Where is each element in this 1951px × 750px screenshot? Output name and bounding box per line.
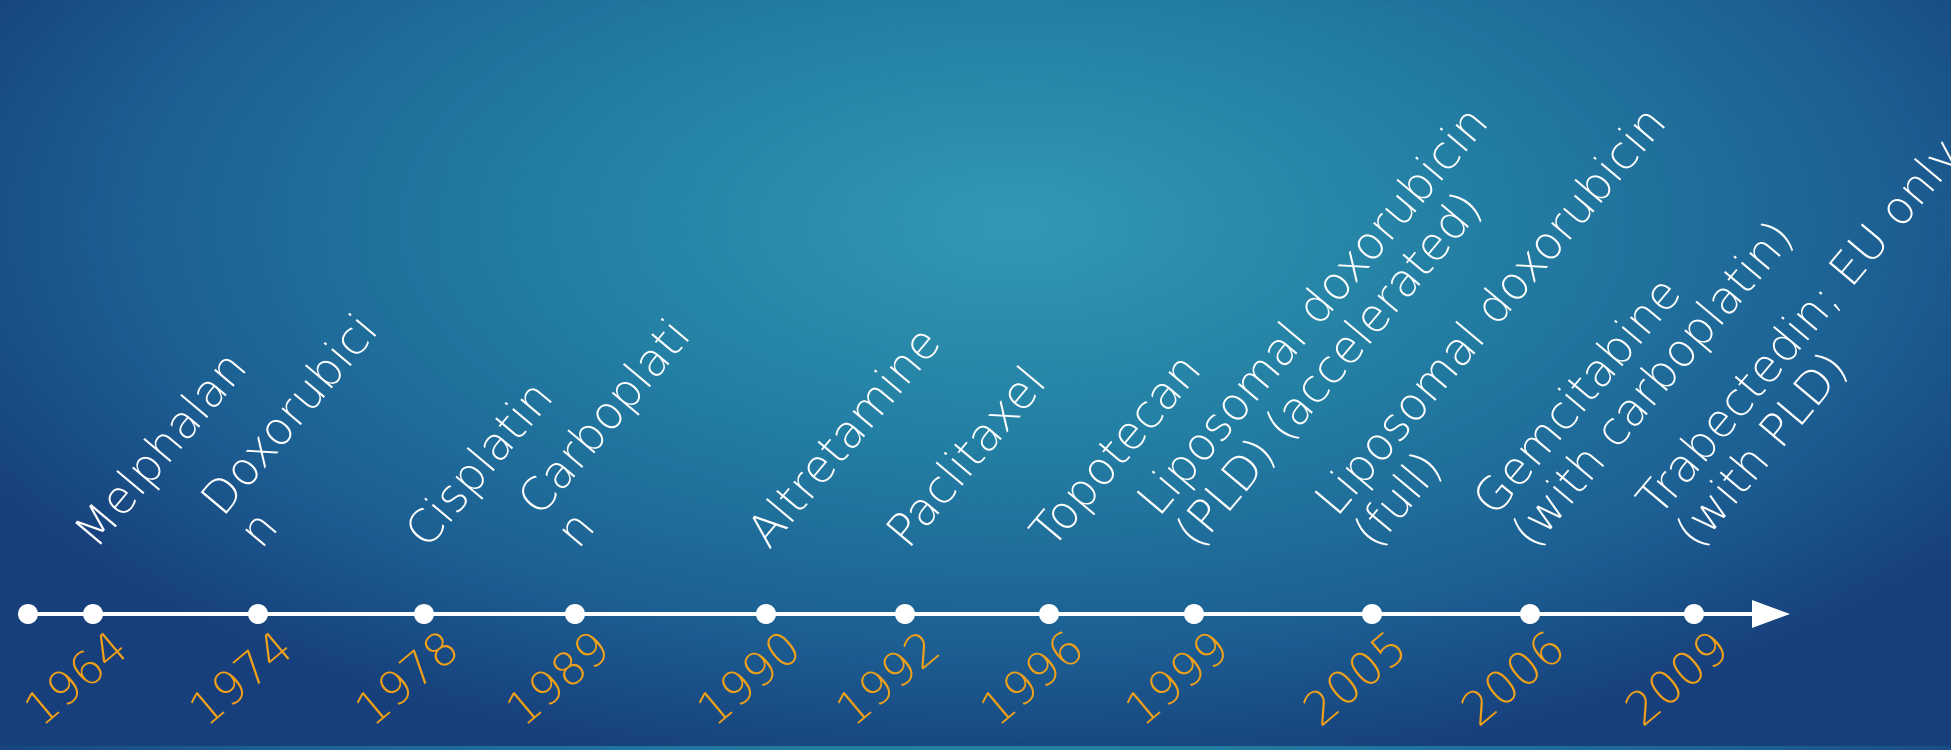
timeline-marker — [1184, 604, 1204, 624]
timeline-start-dot — [18, 604, 38, 624]
timeline-arrowhead — [1752, 600, 1790, 628]
timeline-marker — [565, 604, 585, 624]
timeline-marker — [414, 604, 434, 624]
timeline-marker — [83, 604, 103, 624]
timeline-marker — [248, 604, 268, 624]
timeline-marker — [1684, 604, 1704, 624]
timeline-marker — [756, 604, 776, 624]
timeline-marker — [1520, 604, 1540, 624]
timeline-marker — [1362, 604, 1382, 624]
timeline-marker — [1039, 604, 1059, 624]
timeline-marker — [895, 604, 915, 624]
